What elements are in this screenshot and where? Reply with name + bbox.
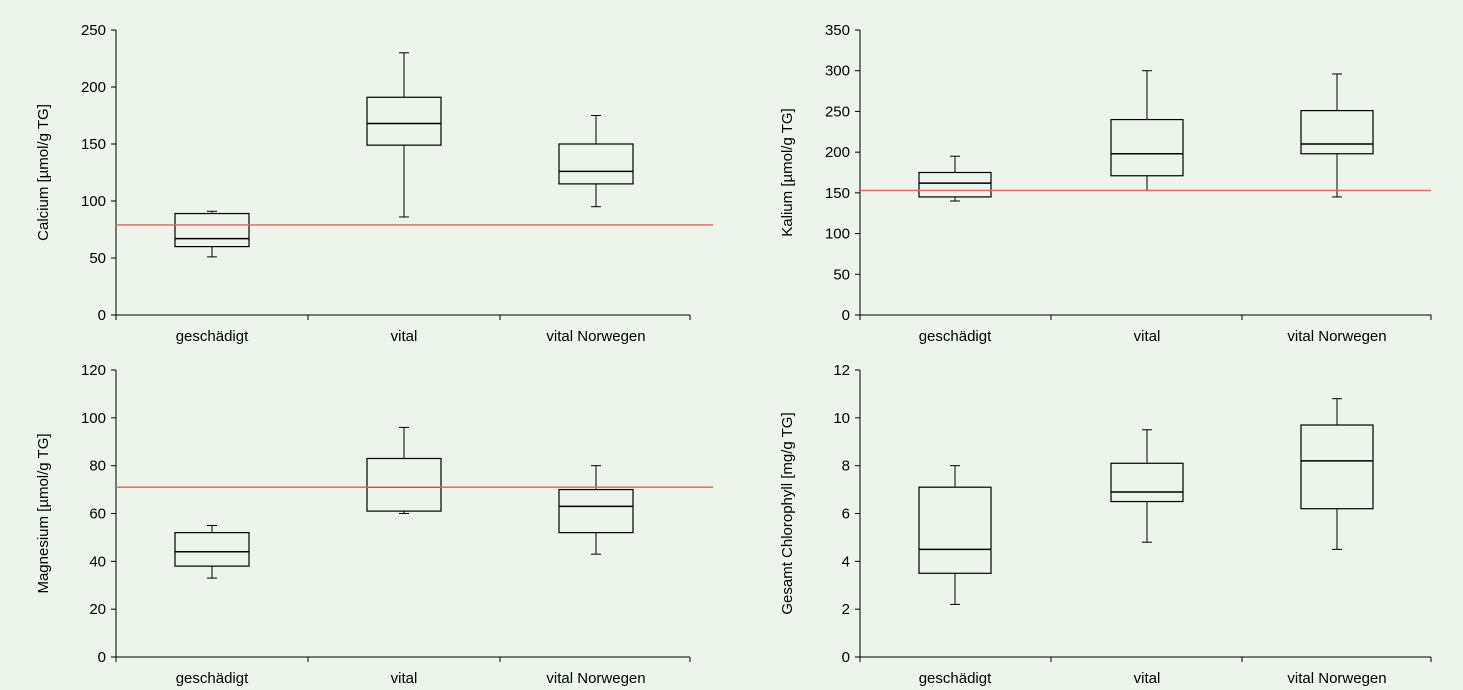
x-category-label: vital (1134, 670, 1161, 687)
y-tick-label: 300 (825, 63, 850, 80)
y-tick-label: 60 (89, 506, 106, 523)
x-category-label: vital Norwegen (546, 328, 645, 345)
box (366, 457, 442, 512)
y-tick-label: 200 (825, 144, 850, 161)
y-tick-label: 6 (842, 506, 850, 523)
y-tick-label: 20 (89, 601, 106, 618)
y-axis-title: Calcium [µmol/g TG] (35, 104, 52, 241)
box (1110, 462, 1184, 503)
y-tick-label: 200 (81, 79, 106, 96)
y-tick-label: 250 (81, 22, 106, 39)
box (1300, 424, 1374, 510)
y-tick-label: 0 (842, 649, 850, 666)
y-tick-label: 50 (89, 250, 106, 267)
y-tick-label: 80 (89, 458, 106, 475)
box (174, 532, 250, 567)
box (558, 143, 634, 185)
y-axis-title: Kalium [µmol/g TG] (779, 108, 796, 236)
y-tick-label: 150 (825, 185, 850, 202)
x-category-label: vital Norwegen (1287, 670, 1386, 687)
y-tick-label: 50 (833, 266, 850, 283)
y-tick-label: 350 (825, 22, 850, 39)
y-tick-label: 0 (842, 307, 850, 324)
y-tick-label: 100 (825, 226, 850, 243)
box (366, 96, 442, 146)
x-category-label: geschädigt (176, 670, 249, 687)
x-category-label: geschädigt (919, 328, 992, 345)
x-category-label: geschädigt (176, 328, 249, 345)
box (1110, 118, 1184, 177)
box (1300, 110, 1374, 155)
y-tick-label: 150 (81, 136, 106, 153)
y-tick-label: 250 (825, 103, 850, 120)
y-tick-label: 40 (89, 553, 106, 570)
y-tick-label: 0 (98, 307, 106, 324)
y-tick-label: 120 (81, 362, 106, 379)
y-axis-title: Gesamt Chlorophyll [mg/g TG] (779, 412, 796, 614)
y-tick-label: 12 (833, 362, 850, 379)
box (174, 212, 250, 248)
box (558, 488, 634, 534)
x-category-label: vital (391, 670, 418, 687)
x-category-label: vital (391, 328, 418, 345)
y-tick-label: 2 (842, 601, 850, 618)
y-tick-label: 100 (81, 410, 106, 427)
y-tick-label: 10 (833, 410, 850, 427)
x-category-label: vital Norwegen (546, 670, 645, 687)
y-tick-label: 8 (842, 458, 850, 475)
box (918, 171, 992, 198)
box (918, 486, 992, 574)
x-category-label: vital Norwegen (1287, 328, 1386, 345)
y-tick-label: 0 (98, 649, 106, 666)
y-tick-label: 100 (81, 193, 106, 210)
y-tick-label: 4 (842, 553, 850, 570)
x-category-label: vital (1134, 328, 1161, 345)
y-axis-title: Magnesium [µmol/g TG] (35, 433, 52, 593)
x-category-label: geschädigt (919, 670, 992, 687)
